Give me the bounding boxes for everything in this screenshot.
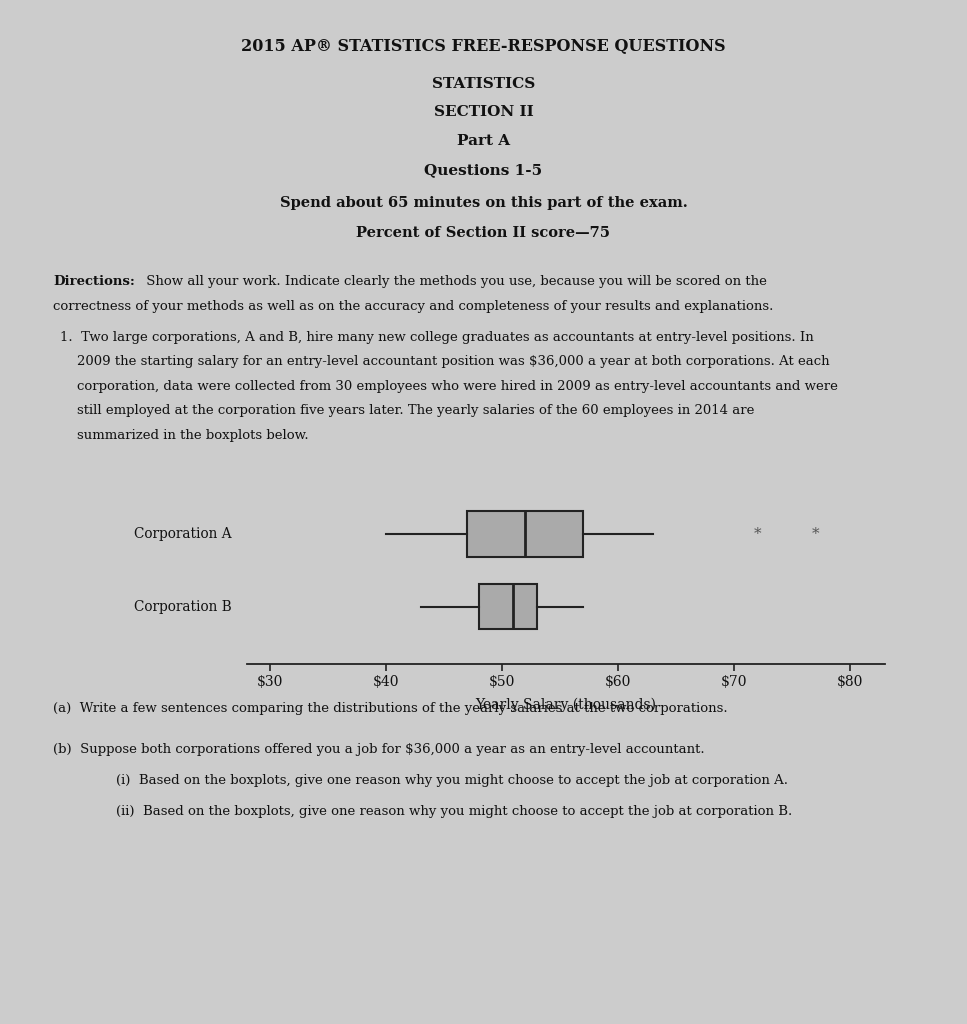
Text: (i)  Based on the boxplots, give one reason why you might choose to accept the j: (i) Based on the boxplots, give one reas… bbox=[82, 774, 788, 787]
Text: SECTION II: SECTION II bbox=[433, 105, 534, 120]
Text: Spend about 65 minutes on this part of the exam.: Spend about 65 minutes on this part of t… bbox=[279, 196, 688, 210]
X-axis label: Yearly Salary (thousands): Yearly Salary (thousands) bbox=[475, 697, 657, 712]
Text: (b)  Suppose both corporations offered you a job for $36,000 a year as an entry-: (b) Suppose both corporations offered yo… bbox=[53, 743, 705, 757]
Text: 2015 AP® STATISTICS FREE-RESPONSE QUESTIONS: 2015 AP® STATISTICS FREE-RESPONSE QUESTI… bbox=[241, 38, 726, 55]
Text: Questions 1-5: Questions 1-5 bbox=[425, 163, 542, 177]
Text: STATISTICS: STATISTICS bbox=[432, 77, 535, 91]
Text: Show all your work. Indicate clearly the methods you use, because you will be sc: Show all your work. Indicate clearly the… bbox=[142, 275, 767, 289]
Text: Percent of Section II score—75: Percent of Section II score—75 bbox=[357, 226, 610, 241]
Text: still employed at the corporation five years later. The yearly salaries of the 6: still employed at the corporation five y… bbox=[60, 404, 754, 418]
Bar bbox=[467, 511, 583, 557]
Text: (ii)  Based on the boxplots, give one reason why you might choose to accept the : (ii) Based on the boxplots, give one rea… bbox=[82, 805, 792, 818]
Text: Corporation B: Corporation B bbox=[134, 600, 232, 613]
Text: Directions:: Directions: bbox=[53, 275, 135, 289]
Text: Corporation A: Corporation A bbox=[134, 527, 232, 541]
Text: *: * bbox=[753, 527, 761, 541]
Text: correctness of your methods as well as on the accuracy and completeness of your : correctness of your methods as well as o… bbox=[53, 300, 774, 313]
Text: summarized in the boxplots below.: summarized in the boxplots below. bbox=[60, 429, 308, 442]
Text: *: * bbox=[811, 527, 819, 541]
Text: 2009 the starting salary for an entry-level accountant position was $36,000 a ye: 2009 the starting salary for an entry-le… bbox=[60, 355, 830, 369]
Text: (a)  Write a few sentences comparing the distributions of the yearly salaries at: (a) Write a few sentences comparing the … bbox=[53, 702, 728, 716]
Text: Part A: Part A bbox=[457, 134, 510, 148]
Text: corporation, data were collected from 30 employees who were hired in 2009 as ent: corporation, data were collected from 30… bbox=[60, 380, 837, 393]
Bar bbox=[479, 584, 537, 630]
Text: 1.  Two large corporations, A and B, hire many new college graduates as accounta: 1. Two large corporations, A and B, hire… bbox=[60, 331, 813, 344]
